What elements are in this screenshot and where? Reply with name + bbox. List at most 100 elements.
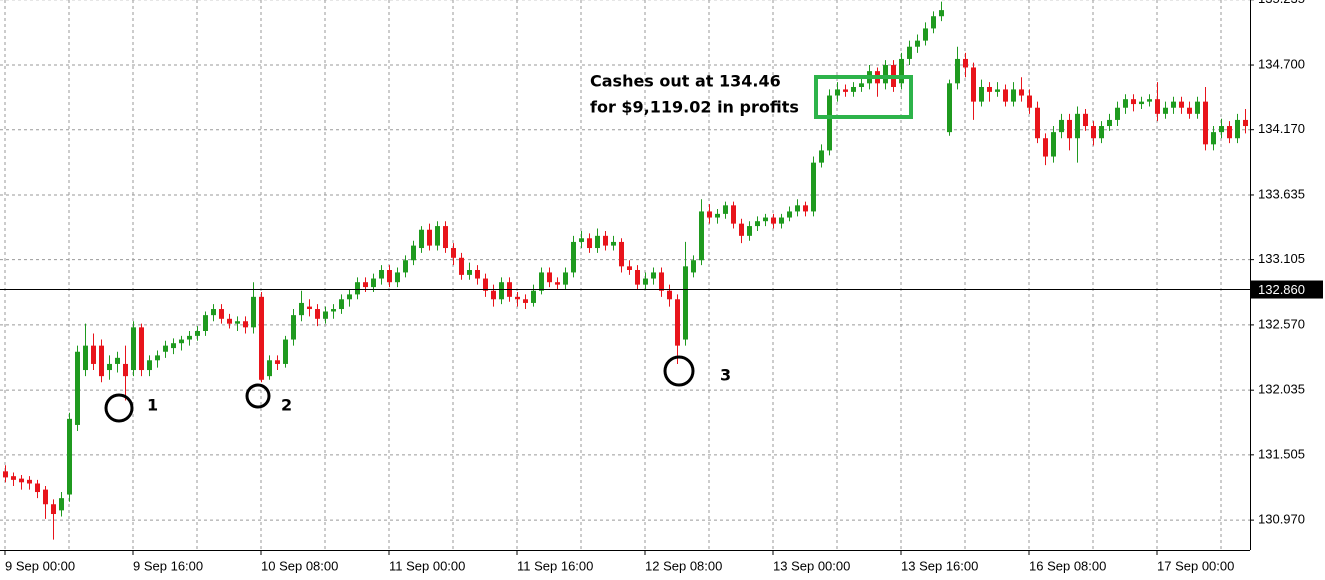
candle-body [275, 360, 280, 364]
x-tick-label: 13 Sep 16:00 [901, 558, 978, 573]
candle-body [755, 221, 760, 227]
candle-body [195, 331, 200, 336]
candle-body [1043, 138, 1048, 157]
candle-body [1099, 126, 1104, 139]
x-tick-label: 9 Sep 16:00 [133, 558, 203, 573]
candle-body [3, 471, 8, 478]
candle-body [1155, 99, 1160, 114]
candle-body [579, 238, 584, 242]
candle-body [1115, 107, 1120, 120]
candle-body [11, 476, 16, 480]
marker-circle [104, 393, 134, 423]
candle-body [523, 299, 528, 303]
candle-body [467, 269, 472, 275]
candle-body [811, 162, 816, 212]
candle-body [1139, 101, 1144, 105]
x-tick-label: 9 Sep 00:00 [5, 558, 75, 573]
candle-body [75, 351, 80, 425]
candle-body [1003, 89, 1008, 102]
marker-label: 1 [147, 396, 158, 415]
candle-body [635, 269, 640, 285]
candle-body [67, 418, 72, 495]
candle-body [899, 58, 904, 84]
candle-body [1075, 113, 1080, 139]
candle-body [531, 290, 536, 303]
candle-body [163, 345, 168, 352]
candle-body [987, 86, 992, 92]
candle-body [1179, 101, 1184, 108]
candle-body [947, 83, 952, 133]
candle-body [435, 226, 440, 246]
candle-body [1059, 119, 1064, 133]
candle-body [443, 226, 448, 249]
candle-body [723, 205, 728, 214]
candle-body [371, 278, 376, 288]
candle-body [803, 205, 808, 212]
candle-body [427, 229, 432, 246]
current-price-box [1251, 280, 1323, 299]
candle-body [1147, 99, 1152, 102]
y-tick-label: 132.570 [1258, 316, 1305, 331]
marker-label: 2 [281, 396, 292, 415]
candle-body [995, 89, 1000, 92]
y-tick-label: 133.105 [1258, 251, 1305, 266]
candle-body [1091, 126, 1096, 139]
candle-body [587, 238, 592, 249]
y-tick-label: 131.505 [1258, 446, 1305, 461]
candle-body [715, 213, 720, 218]
candle-body [659, 272, 664, 291]
candle-body [963, 58, 968, 68]
candle-body [147, 360, 152, 371]
candle-body [395, 272, 400, 283]
candle-body [131, 327, 136, 371]
candle-body [1131, 99, 1136, 105]
candle-body [259, 296, 264, 380]
candle-body [643, 278, 648, 285]
candle-body [187, 335, 192, 340]
x-tick-label: 12 Sep 08:00 [645, 558, 722, 573]
candle-body [819, 150, 824, 163]
candle-body [627, 266, 632, 270]
candle-body [699, 211, 704, 261]
candle-body [123, 363, 128, 377]
marker-circle [245, 383, 271, 409]
candle-body [419, 229, 424, 249]
candle-body [1123, 99, 1128, 108]
candle-body [211, 309, 216, 316]
candle-body [563, 272, 568, 285]
candle-body [515, 296, 520, 300]
marker-label: 3 [720, 366, 731, 385]
candle-body [339, 299, 344, 310]
candle-body [835, 89, 840, 96]
candle-body [99, 345, 104, 377]
candle-body [155, 355, 160, 361]
candle-body [955, 58, 960, 84]
candle-body [483, 278, 488, 291]
candle-body [1019, 89, 1024, 96]
candle-body [747, 226, 752, 236]
candle-body [267, 360, 272, 377]
candle-body [739, 223, 744, 236]
cashout-box [814, 75, 913, 119]
candle-body [683, 266, 688, 340]
candle-body [731, 205, 736, 224]
candle-body [315, 309, 320, 319]
candle-body [307, 306, 312, 310]
candle-body [179, 339, 184, 344]
candle-body [35, 483, 40, 493]
candle-body [347, 294, 352, 300]
candle-body [915, 40, 920, 47]
candle-body [139, 327, 144, 371]
y-tick-label: 134.170 [1258, 121, 1305, 136]
candle-body [979, 86, 984, 102]
y-tick-label: 130.970 [1258, 512, 1305, 527]
candle-body [843, 89, 848, 92]
candle-body [83, 345, 88, 371]
candle-body [251, 296, 256, 328]
candle-body [291, 315, 296, 340]
candle-body [1235, 119, 1240, 139]
x-tick-label: 13 Sep 00:00 [773, 558, 850, 573]
x-tick-label: 10 Sep 08:00 [261, 558, 338, 573]
candle-body [387, 269, 392, 283]
